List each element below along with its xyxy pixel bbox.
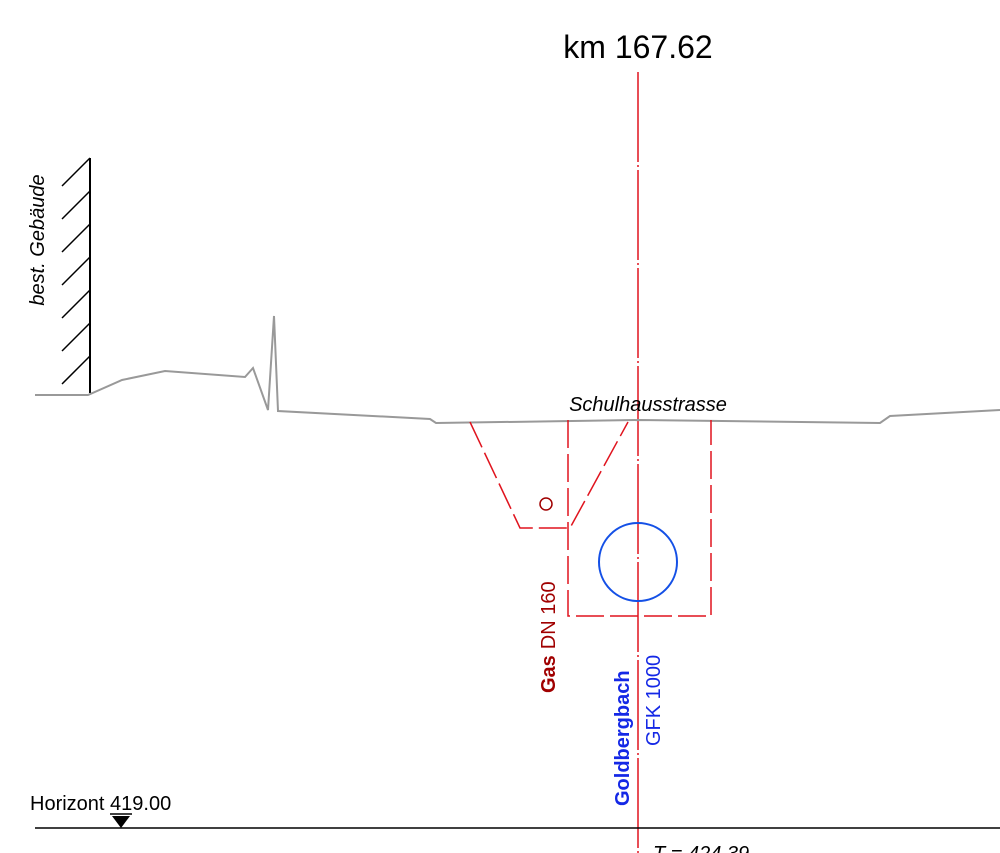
street-label: Schulhausstrasse xyxy=(569,394,727,416)
gas-label: Gas DN 160 xyxy=(538,581,560,693)
top-level-label: T = 424.39 xyxy=(653,843,749,853)
station-title: km 167.62 xyxy=(563,29,712,65)
horizon-triangle xyxy=(112,816,130,828)
pipe-trench xyxy=(567,420,712,617)
creek-spec: GFK 1000 xyxy=(643,655,665,746)
gas-pipe xyxy=(539,497,553,511)
main-pipe xyxy=(598,522,678,602)
creek-name: Goldbergbach xyxy=(612,670,634,806)
building-label: best. Gebäude xyxy=(27,174,49,305)
terrain xyxy=(35,315,1000,425)
gas-trench xyxy=(469,421,629,529)
gas-name: Gas xyxy=(538,655,560,693)
building xyxy=(61,157,91,393)
horizon-label: Horizont 419.00 xyxy=(30,793,171,815)
gas-spec: DN 160 xyxy=(538,581,560,649)
